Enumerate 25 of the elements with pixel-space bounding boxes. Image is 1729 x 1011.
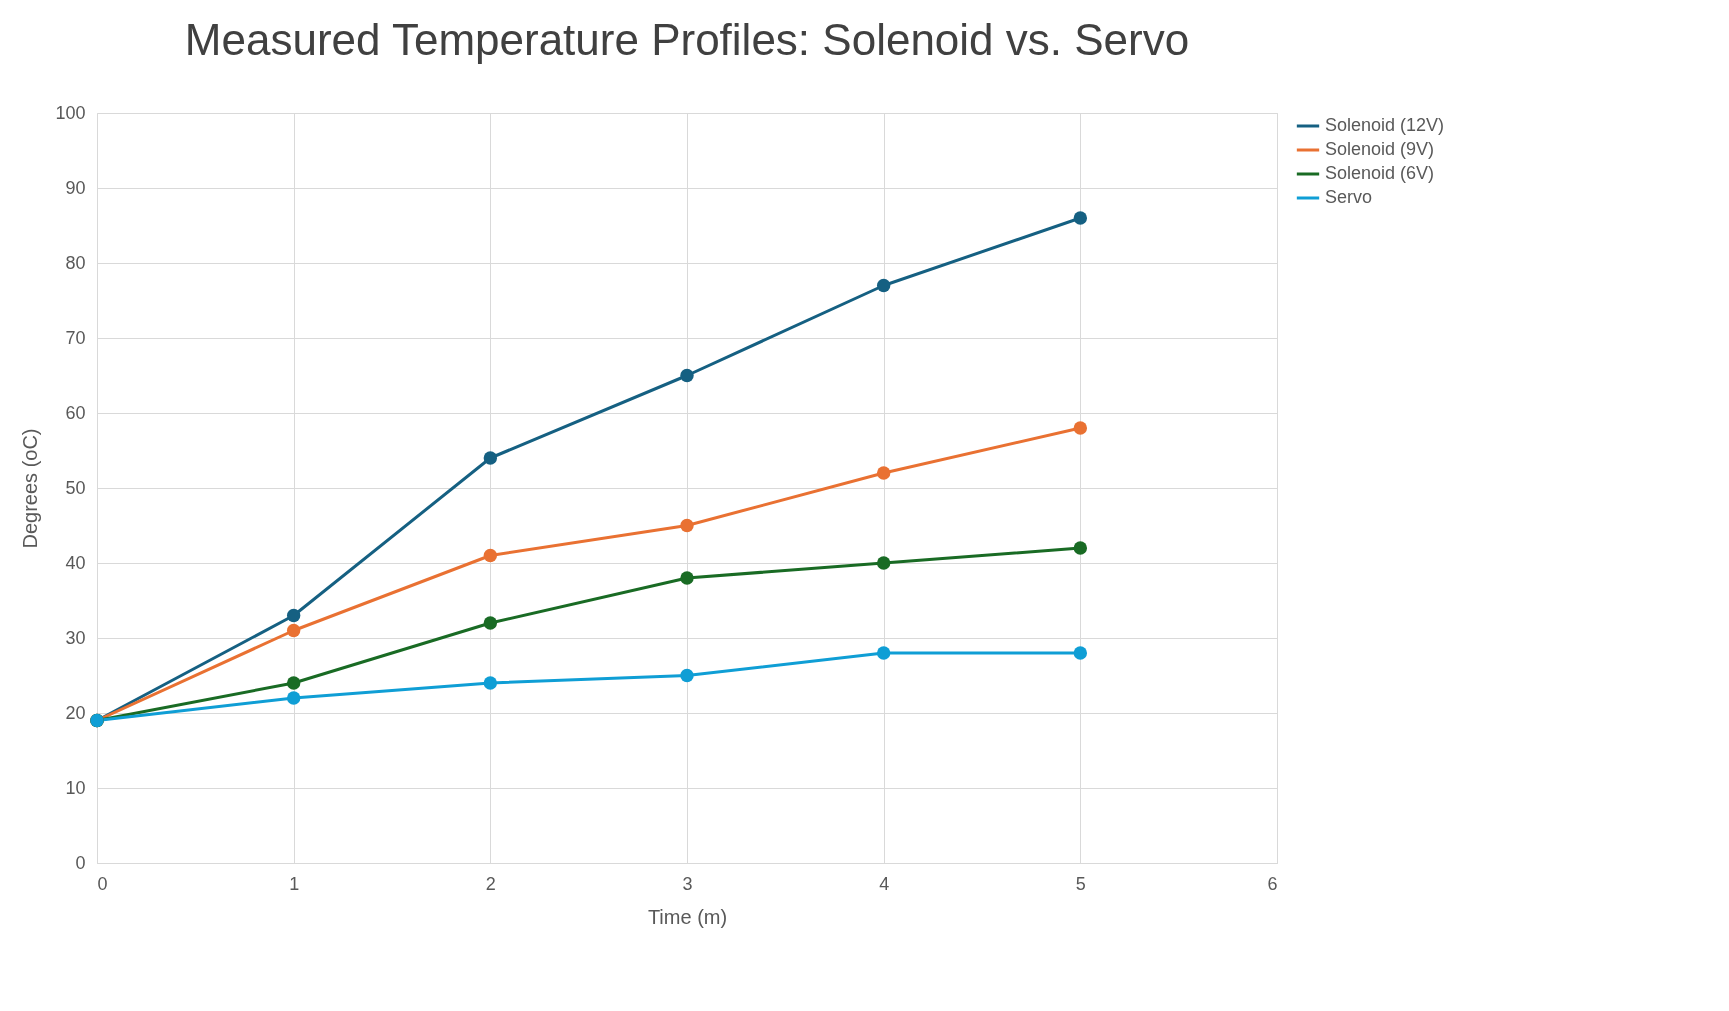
y-tick-label: 30 (65, 627, 86, 648)
x-tick-label: 0 (97, 873, 108, 894)
y-tick-label: 70 (65, 327, 86, 348)
x-tick-label: 4 (879, 873, 890, 894)
y-tick-label: 50 (65, 477, 86, 498)
x-tick-label: 3 (682, 873, 693, 894)
legend-label: Solenoid (9V) (1325, 139, 1435, 159)
y-tick-label: 80 (65, 252, 86, 273)
x-tick-label: 5 (1075, 873, 1086, 894)
y-tick-label: 40 (65, 552, 86, 573)
y-axis-title: Degrees (oC) (19, 428, 42, 549)
y-tick-label: 20 (65, 702, 86, 723)
legend-label: Servo (1325, 187, 1373, 207)
y-tick-label: 100 (55, 102, 86, 123)
legend-label: Solenoid (6V) (1325, 163, 1435, 183)
x-axis-title: Time (m) (647, 905, 728, 928)
y-tick-label: 10 (65, 777, 86, 798)
y-tick-label: 0 (75, 852, 86, 873)
legend-label: Solenoid (12V) (1325, 115, 1445, 135)
chart-title: Measured Temperature Profiles: Solenoid vs. Servo (184, 15, 1190, 64)
y-tick-label: 60 (65, 402, 86, 423)
x-tick-label: 6 (1267, 873, 1278, 894)
x-tick-label: 1 (289, 873, 300, 894)
x-tick-label: 2 (485, 873, 496, 894)
y-tick-label: 90 (65, 177, 86, 198)
